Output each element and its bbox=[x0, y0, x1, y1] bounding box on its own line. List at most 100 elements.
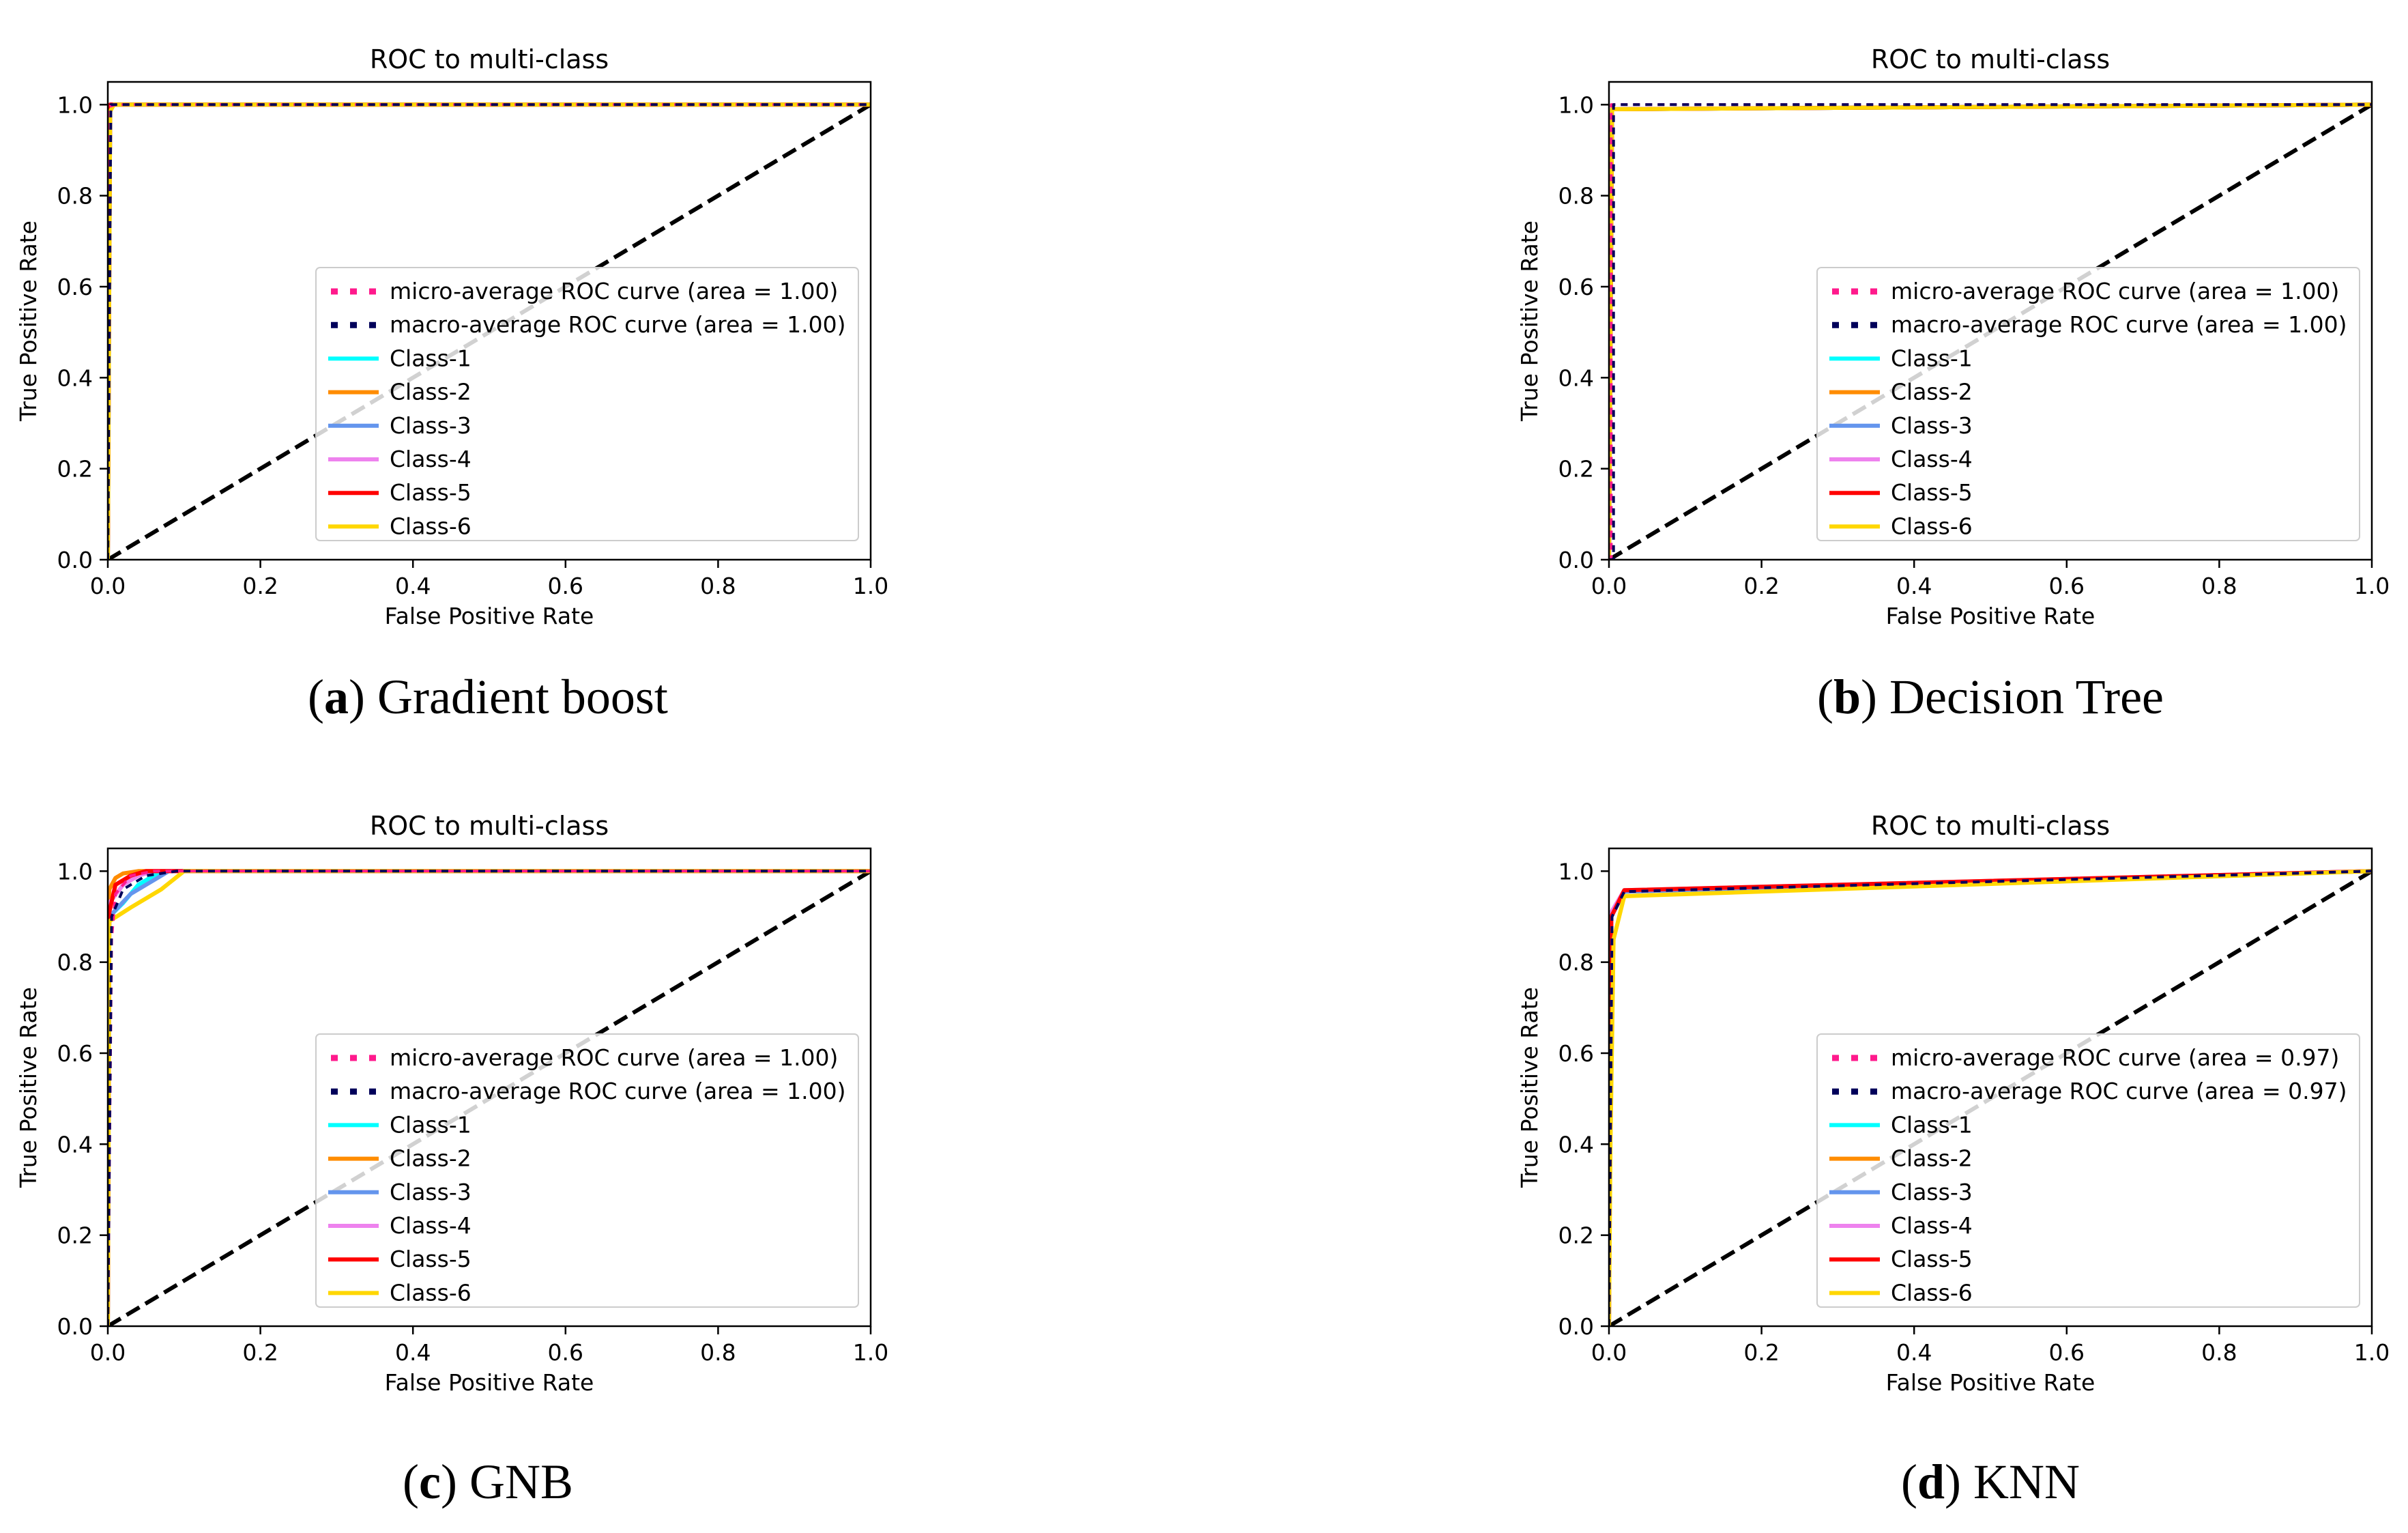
y-tick-label: 0.6 bbox=[1558, 1040, 1594, 1067]
legend-label-class-6: Class-6 bbox=[390, 513, 472, 539]
y-axis-label: True Positive Rate bbox=[1516, 220, 1543, 422]
y-tick-label: 0.0 bbox=[57, 547, 93, 573]
x-tick-label: 0.4 bbox=[395, 1339, 431, 1366]
legend-label-macro: macro-average ROC curve (area = 1.00) bbox=[1891, 311, 2347, 338]
legend-label-class-1: Class-1 bbox=[1891, 1111, 1973, 1138]
legend-label-class-3: Class-3 bbox=[390, 1179, 472, 1205]
legend: micro-average ROC curve (area = 0.97) mac… bbox=[1816, 1033, 2360, 1308]
legend-label-class-1: Class-1 bbox=[1891, 345, 1973, 371]
panel-caption: (c) GNB bbox=[403, 1455, 573, 1509]
legend-label-class-6: Class-6 bbox=[1891, 1279, 1973, 1306]
legend-label-class-3: Class-3 bbox=[1891, 1179, 1973, 1205]
y-tick-label: 0.4 bbox=[1558, 1131, 1594, 1158]
x-axis-label: False Positive Rate bbox=[385, 1369, 594, 1396]
legend-label-class-4: Class-4 bbox=[1891, 1212, 1973, 1239]
y-tick-label: 0.2 bbox=[57, 456, 93, 483]
legend-label-class-6: Class-6 bbox=[1891, 513, 1973, 539]
x-tick-label: 0.8 bbox=[2201, 573, 2237, 599]
x-tick-label: 0.0 bbox=[1591, 573, 1627, 599]
y-axis-label: True Positive Rate bbox=[15, 220, 42, 422]
axes-frame bbox=[1608, 81, 2373, 561]
x-tick-label: 1.0 bbox=[853, 573, 888, 599]
legend-label-class-5: Class-5 bbox=[1891, 1246, 1973, 1272]
y-tick-label: 0.2 bbox=[1558, 456, 1594, 483]
series-line-macro bbox=[1609, 870, 2372, 1326]
legend-label-class-3: Class-3 bbox=[1891, 412, 1973, 439]
legend-label-macro: macro-average ROC curve (area = 1.00) bbox=[390, 1078, 845, 1104]
x-tick-label: 1.0 bbox=[853, 1339, 888, 1366]
y-tick-label: 1.0 bbox=[1558, 91, 1594, 118]
x-tick-label: 0.0 bbox=[90, 1339, 126, 1366]
legend-label-class-6: Class-6 bbox=[390, 1279, 472, 1306]
x-axis-label: False Positive Rate bbox=[1886, 1369, 2095, 1396]
x-tick-label: 0.2 bbox=[1743, 573, 1779, 599]
x-tick-label: 0.4 bbox=[1896, 1339, 1932, 1366]
legend-label-class-4: Class-4 bbox=[390, 446, 472, 472]
chart-title: ROC to multi-class bbox=[370, 44, 609, 74]
x-axis-label: False Positive Rate bbox=[1886, 603, 2095, 629]
y-axis-label: True Positive Rate bbox=[1516, 987, 1543, 1188]
x-tick-label: 0.2 bbox=[242, 1339, 278, 1366]
legend-label-class-5: Class-5 bbox=[1891, 479, 1973, 506]
legend: micro-average ROC curve (area = 1.00) mac… bbox=[315, 1033, 859, 1308]
y-tick-label: 0.8 bbox=[57, 183, 93, 210]
y-tick-label: 0.8 bbox=[1558, 949, 1594, 976]
y-tick-label: 0.8 bbox=[57, 949, 93, 976]
y-tick-label: 0.2 bbox=[57, 1222, 93, 1249]
legend-box bbox=[315, 1033, 859, 1308]
x-tick-label: 0.6 bbox=[2049, 573, 2085, 599]
legend-label-class-4: Class-4 bbox=[390, 1212, 472, 1239]
roc-panel-d: 0.0 0.2 0.4 0.6 0.8 1.0 0.0 0.2 0.4 0.6 0.8 1.0 ROC … bbox=[1516, 811, 2390, 1509]
panel-caption: (a) Gradient boost bbox=[308, 670, 668, 724]
legend-label-class-5: Class-5 bbox=[390, 479, 472, 506]
y-tick-label: 0.0 bbox=[57, 1313, 93, 1340]
x-tick-label: 0.2 bbox=[1743, 1339, 1779, 1366]
legend-label-class-2: Class-2 bbox=[1891, 1145, 1973, 1172]
x-axis-label: False Positive Rate bbox=[385, 603, 594, 629]
x-tick-label: 0.4 bbox=[1896, 573, 1932, 599]
y-tick-label: 0.0 bbox=[1558, 547, 1594, 573]
legend-label-class-1: Class-1 bbox=[390, 1111, 472, 1138]
x-tick-label: 0.8 bbox=[700, 573, 736, 599]
legend-label-class-2: Class-2 bbox=[390, 1145, 472, 1172]
legend-label-class-2: Class-2 bbox=[1891, 379, 1973, 405]
axes-frame bbox=[1608, 847, 2373, 1328]
axes-frame bbox=[106, 81, 872, 561]
y-tick-label: 0.4 bbox=[57, 364, 93, 391]
x-tick-label: 0.4 bbox=[395, 573, 431, 599]
legend-box bbox=[1816, 267, 2360, 541]
x-tick-label: 0.6 bbox=[2049, 1339, 2085, 1366]
series-line-macro bbox=[108, 103, 871, 560]
legend-label-micro: micro-average ROC curve (area = 0.97) bbox=[1891, 1044, 2339, 1071]
roc-panel-b: 0.0 0.2 0.4 0.6 0.8 1.0 0.0 0.2 0.4 0.6 0.8 1.0 ROC … bbox=[1516, 44, 2390, 724]
chart-title: ROC to multi-class bbox=[370, 811, 609, 841]
y-tick-label: 0.6 bbox=[57, 274, 93, 300]
x-tick-label: 0.8 bbox=[700, 1339, 736, 1366]
y-axis-label: True Positive Rate bbox=[15, 987, 42, 1188]
legend-label-macro: macro-average ROC curve (area = 0.97) bbox=[1891, 1078, 2347, 1104]
legend-label-class-4: Class-4 bbox=[1891, 446, 1973, 472]
x-tick-label: 1.0 bbox=[2354, 573, 2390, 599]
x-tick-label: 0.2 bbox=[242, 573, 278, 599]
x-tick-label: 0.0 bbox=[1591, 1339, 1627, 1366]
series-line-macro bbox=[1609, 103, 2372, 560]
chart-title: ROC to multi-class bbox=[1871, 44, 2110, 74]
y-tick-label: 0.0 bbox=[1558, 1313, 1594, 1340]
panel-caption: (d) KNN bbox=[1901, 1455, 2080, 1509]
legend-label-class-3: Class-3 bbox=[390, 412, 472, 439]
panel-caption: (b) Decision Tree bbox=[1817, 670, 2164, 724]
x-tick-label: 0.8 bbox=[2201, 1339, 2237, 1366]
y-tick-label: 0.2 bbox=[1558, 1222, 1594, 1249]
x-tick-label: 0.6 bbox=[548, 573, 583, 599]
legend-box bbox=[315, 267, 859, 541]
y-tick-label: 0.6 bbox=[1558, 274, 1594, 300]
y-tick-label: 0.4 bbox=[57, 1131, 93, 1158]
y-tick-label: 0.8 bbox=[1558, 183, 1594, 210]
legend-box bbox=[1816, 1033, 2360, 1308]
x-tick-label: 0.6 bbox=[548, 1339, 583, 1366]
series-line-class-6 bbox=[1609, 869, 2372, 1326]
y-tick-label: 1.0 bbox=[1558, 858, 1594, 885]
legend: micro-average ROC curve (area = 1.00) mac… bbox=[1816, 267, 2360, 541]
axes-frame bbox=[106, 847, 872, 1328]
